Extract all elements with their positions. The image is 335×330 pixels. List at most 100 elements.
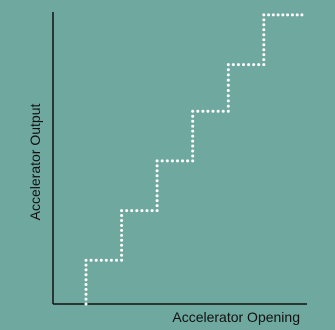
series-dot — [89, 258, 93, 262]
y-axis-label: Accelerator Output — [27, 104, 43, 221]
series-dot — [125, 209, 129, 213]
series-dot — [196, 109, 200, 113]
step-segment-1 — [84, 258, 88, 306]
series-dot — [262, 23, 266, 27]
series-dot — [120, 219, 124, 222]
series-dot — [84, 273, 88, 277]
step-segment-9 — [226, 63, 230, 108]
series-dot — [155, 179, 159, 183]
series-dot — [145, 209, 149, 213]
series-dot — [191, 124, 195, 128]
series-dot — [155, 169, 159, 173]
series-dot — [120, 253, 124, 257]
series-dot — [276, 13, 280, 17]
step-segment-3 — [120, 209, 124, 257]
series-dot — [191, 154, 195, 158]
step-segment-11 — [262, 13, 266, 62]
series-dot — [262, 58, 266, 62]
series-dot — [120, 238, 124, 242]
series-dot — [191, 144, 195, 148]
series-dot — [186, 159, 190, 163]
series-dot — [155, 189, 159, 193]
series-dot — [160, 159, 164, 163]
series-dot — [286, 13, 290, 17]
step-segment-4 — [125, 209, 159, 213]
series-dot — [226, 73, 230, 77]
series-dot — [226, 68, 230, 72]
series-dot — [130, 209, 134, 213]
series-dot — [104, 258, 108, 262]
series-dot — [226, 83, 230, 87]
series-dot — [226, 99, 230, 103]
series-dot — [120, 214, 124, 217]
series-dot — [211, 109, 215, 113]
series-dot — [231, 63, 235, 67]
series-dot — [94, 258, 98, 262]
series-dot — [281, 13, 285, 17]
series-dot — [135, 209, 139, 213]
series-dot — [150, 209, 154, 213]
series-layer — [84, 13, 304, 306]
series-dot — [181, 159, 184, 163]
series-dot — [191, 149, 195, 153]
step-segment-6 — [160, 159, 195, 163]
series-dot — [257, 63, 261, 67]
series-dot — [226, 104, 230, 108]
step-segment-5 — [155, 159, 159, 208]
series-dot — [120, 224, 124, 227]
series-dot — [84, 287, 88, 291]
series-1 — [84, 13, 304, 306]
series-dot — [242, 63, 245, 67]
series-dot — [115, 258, 118, 262]
series-dot — [120, 228, 124, 232]
series-dot — [140, 209, 144, 213]
series-dot — [155, 164, 159, 168]
series-dot — [84, 278, 88, 282]
series-dot — [191, 129, 195, 133]
series-dot — [120, 243, 124, 247]
series-dot — [84, 263, 88, 267]
series-dot — [84, 283, 88, 286]
series-dot — [271, 13, 275, 17]
series-dot — [120, 233, 124, 237]
series-dot — [155, 204, 159, 208]
series-dot — [155, 174, 159, 178]
series-dot — [247, 63, 251, 67]
series-dot — [84, 268, 88, 272]
series-dot — [176, 159, 179, 163]
series-dot — [191, 134, 195, 138]
series-dot — [290, 13, 294, 17]
series-dot — [236, 63, 240, 67]
series-dot — [267, 13, 271, 17]
series-dot — [221, 109, 225, 113]
series-dot — [191, 114, 195, 118]
series-dot — [170, 159, 174, 163]
step-segment-8 — [196, 109, 230, 113]
series-dot — [120, 248, 124, 252]
series-dot — [226, 78, 230, 82]
series-dot — [262, 33, 266, 37]
series-dot — [262, 43, 266, 47]
series-dot — [226, 94, 230, 98]
series-dot — [262, 38, 266, 42]
series-dot — [262, 53, 266, 57]
series-dot — [109, 258, 113, 262]
series-dot — [295, 13, 299, 17]
series-dot — [84, 292, 88, 296]
series-dot — [262, 28, 266, 32]
series-dot — [155, 184, 159, 188]
x-axis-label: Accelerator Opening — [172, 309, 300, 325]
step-segment-7 — [191, 109, 195, 158]
series-dot — [84, 297, 88, 301]
series-dot — [226, 89, 230, 92]
series-dot — [262, 18, 266, 22]
series-dot — [206, 109, 210, 113]
series-dot — [201, 109, 205, 113]
series-dot — [216, 109, 220, 113]
series-dot — [155, 194, 159, 198]
series-dot — [262, 48, 266, 52]
series-dot — [191, 119, 195, 123]
series-dot — [252, 63, 256, 67]
